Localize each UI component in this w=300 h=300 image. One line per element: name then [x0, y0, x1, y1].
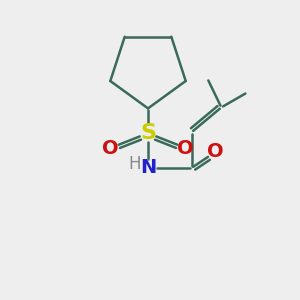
- Text: H: H: [128, 155, 140, 173]
- Text: O: O: [207, 142, 224, 161]
- Text: N: N: [140, 158, 156, 177]
- Text: O: O: [177, 139, 194, 158]
- Text: S: S: [140, 123, 156, 143]
- Text: O: O: [102, 139, 119, 158]
